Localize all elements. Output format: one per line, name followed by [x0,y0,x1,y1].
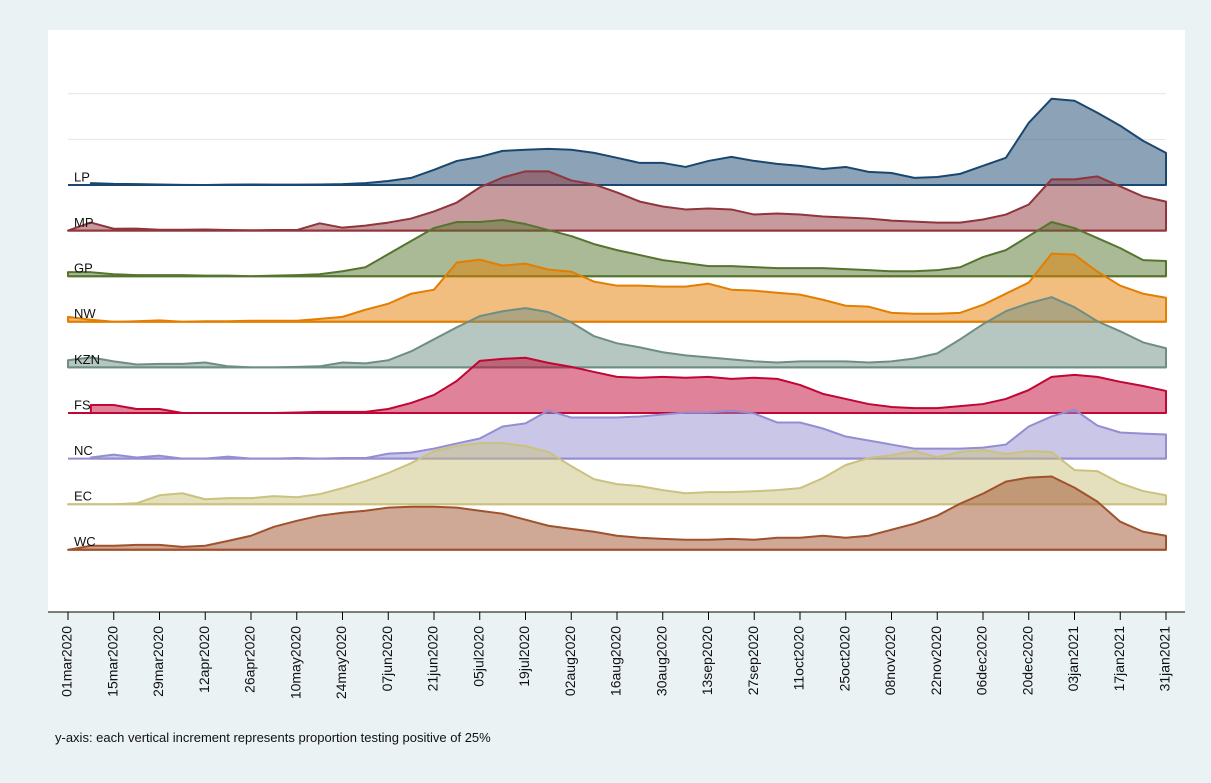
x-tick-label: 19jul2020 [516,626,532,687]
x-tick-label: 03jan2021 [1065,626,1081,692]
ridge-area [67,170,1167,232]
x-tick-label: 11oct2020 [791,626,807,691]
x-tick-label: 21jun2020 [425,626,441,692]
x-tick-label: 27sep2020 [745,626,761,696]
x-tick-label: 13sep2020 [699,626,715,696]
ridge-area [67,296,1167,369]
x-tick-label: 31jan2021 [1157,626,1173,692]
x-tick-label: 25oct2020 [836,626,852,692]
x-tick-label: 17jan2021 [1111,626,1127,692]
x-tick-label: 05jul2020 [470,626,486,687]
x-tick-label: 15mar2020 [104,626,120,697]
x-tick-label: 07jun2020 [379,626,395,692]
x-tick-label: 26apr2020 [242,626,258,693]
series-label: NC [74,443,93,458]
ridge-area [89,356,1167,414]
x-tick-label: 10may2020 [287,626,303,699]
series-label: GP [74,261,93,276]
series-label: WC [74,534,96,549]
series-label: FS [74,397,91,412]
x-tick-label: 02aug2020 [562,626,578,696]
series-label: KZN [74,352,100,367]
ridge-area [67,252,1167,323]
ridge-area [89,408,1167,460]
x-tick-label: 16aug2020 [608,626,624,696]
series-label: NW [74,306,96,321]
series-label: MP [74,215,94,230]
ridge-area [67,475,1167,551]
ridge-area [67,442,1167,506]
x-tick-label: 22nov2020 [928,626,944,696]
series-label: LP [74,169,90,184]
x-tick-label: 30aug2020 [653,626,669,696]
x-tick-label: 06dec2020 [974,626,990,696]
x-tick-label: 08nov2020 [882,626,898,696]
x-tick-label: 20dec2020 [1019,626,1035,696]
series-label: EC [74,489,92,504]
x-tick-label: 24may2020 [333,626,349,699]
footnote: y-axis: each vertical increment represen… [55,730,491,745]
x-tick-label: 29mar2020 [150,626,166,697]
x-tick-label: 12apr2020 [196,626,212,693]
x-tick-label: 01mar2020 [59,626,75,697]
ridge-area [89,97,1167,186]
